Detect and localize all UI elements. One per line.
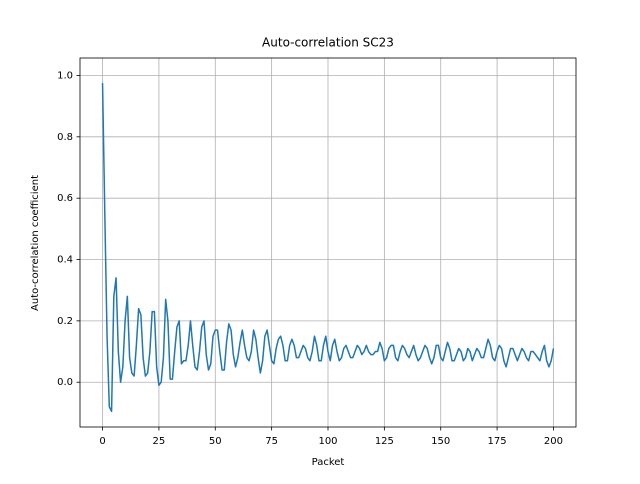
y-tick-label: 0.8 <box>57 132 73 143</box>
x-tick-label: 100 <box>318 436 337 447</box>
line-series <box>101 83 555 413</box>
x-tick-label: 200 <box>544 436 563 447</box>
y-tick-label: 0.0 <box>57 377 73 388</box>
x-axis-label: Packet <box>312 457 345 468</box>
x-tick-label: 150 <box>431 436 450 447</box>
x-tick-label: 175 <box>488 436 507 447</box>
y-tick-label: 1.0 <box>57 70 73 81</box>
y-tick-label: 0.4 <box>57 255 73 266</box>
x-tick-label: 25 <box>153 436 166 447</box>
y-tick-label: 0.6 <box>57 193 73 204</box>
plot-frame <box>79 57 577 428</box>
x-tick-label: 125 <box>375 436 394 447</box>
y-axis-label: Auto-correlation coefficient <box>30 175 41 311</box>
x-tick-label: 0 <box>99 436 105 447</box>
x-tick-label: 50 <box>209 436 222 447</box>
chart-title: Auto-correlation SC23 <box>262 36 394 50</box>
x-tick-label: 75 <box>265 436 278 447</box>
y-tick-label: 0.2 <box>57 316 73 327</box>
